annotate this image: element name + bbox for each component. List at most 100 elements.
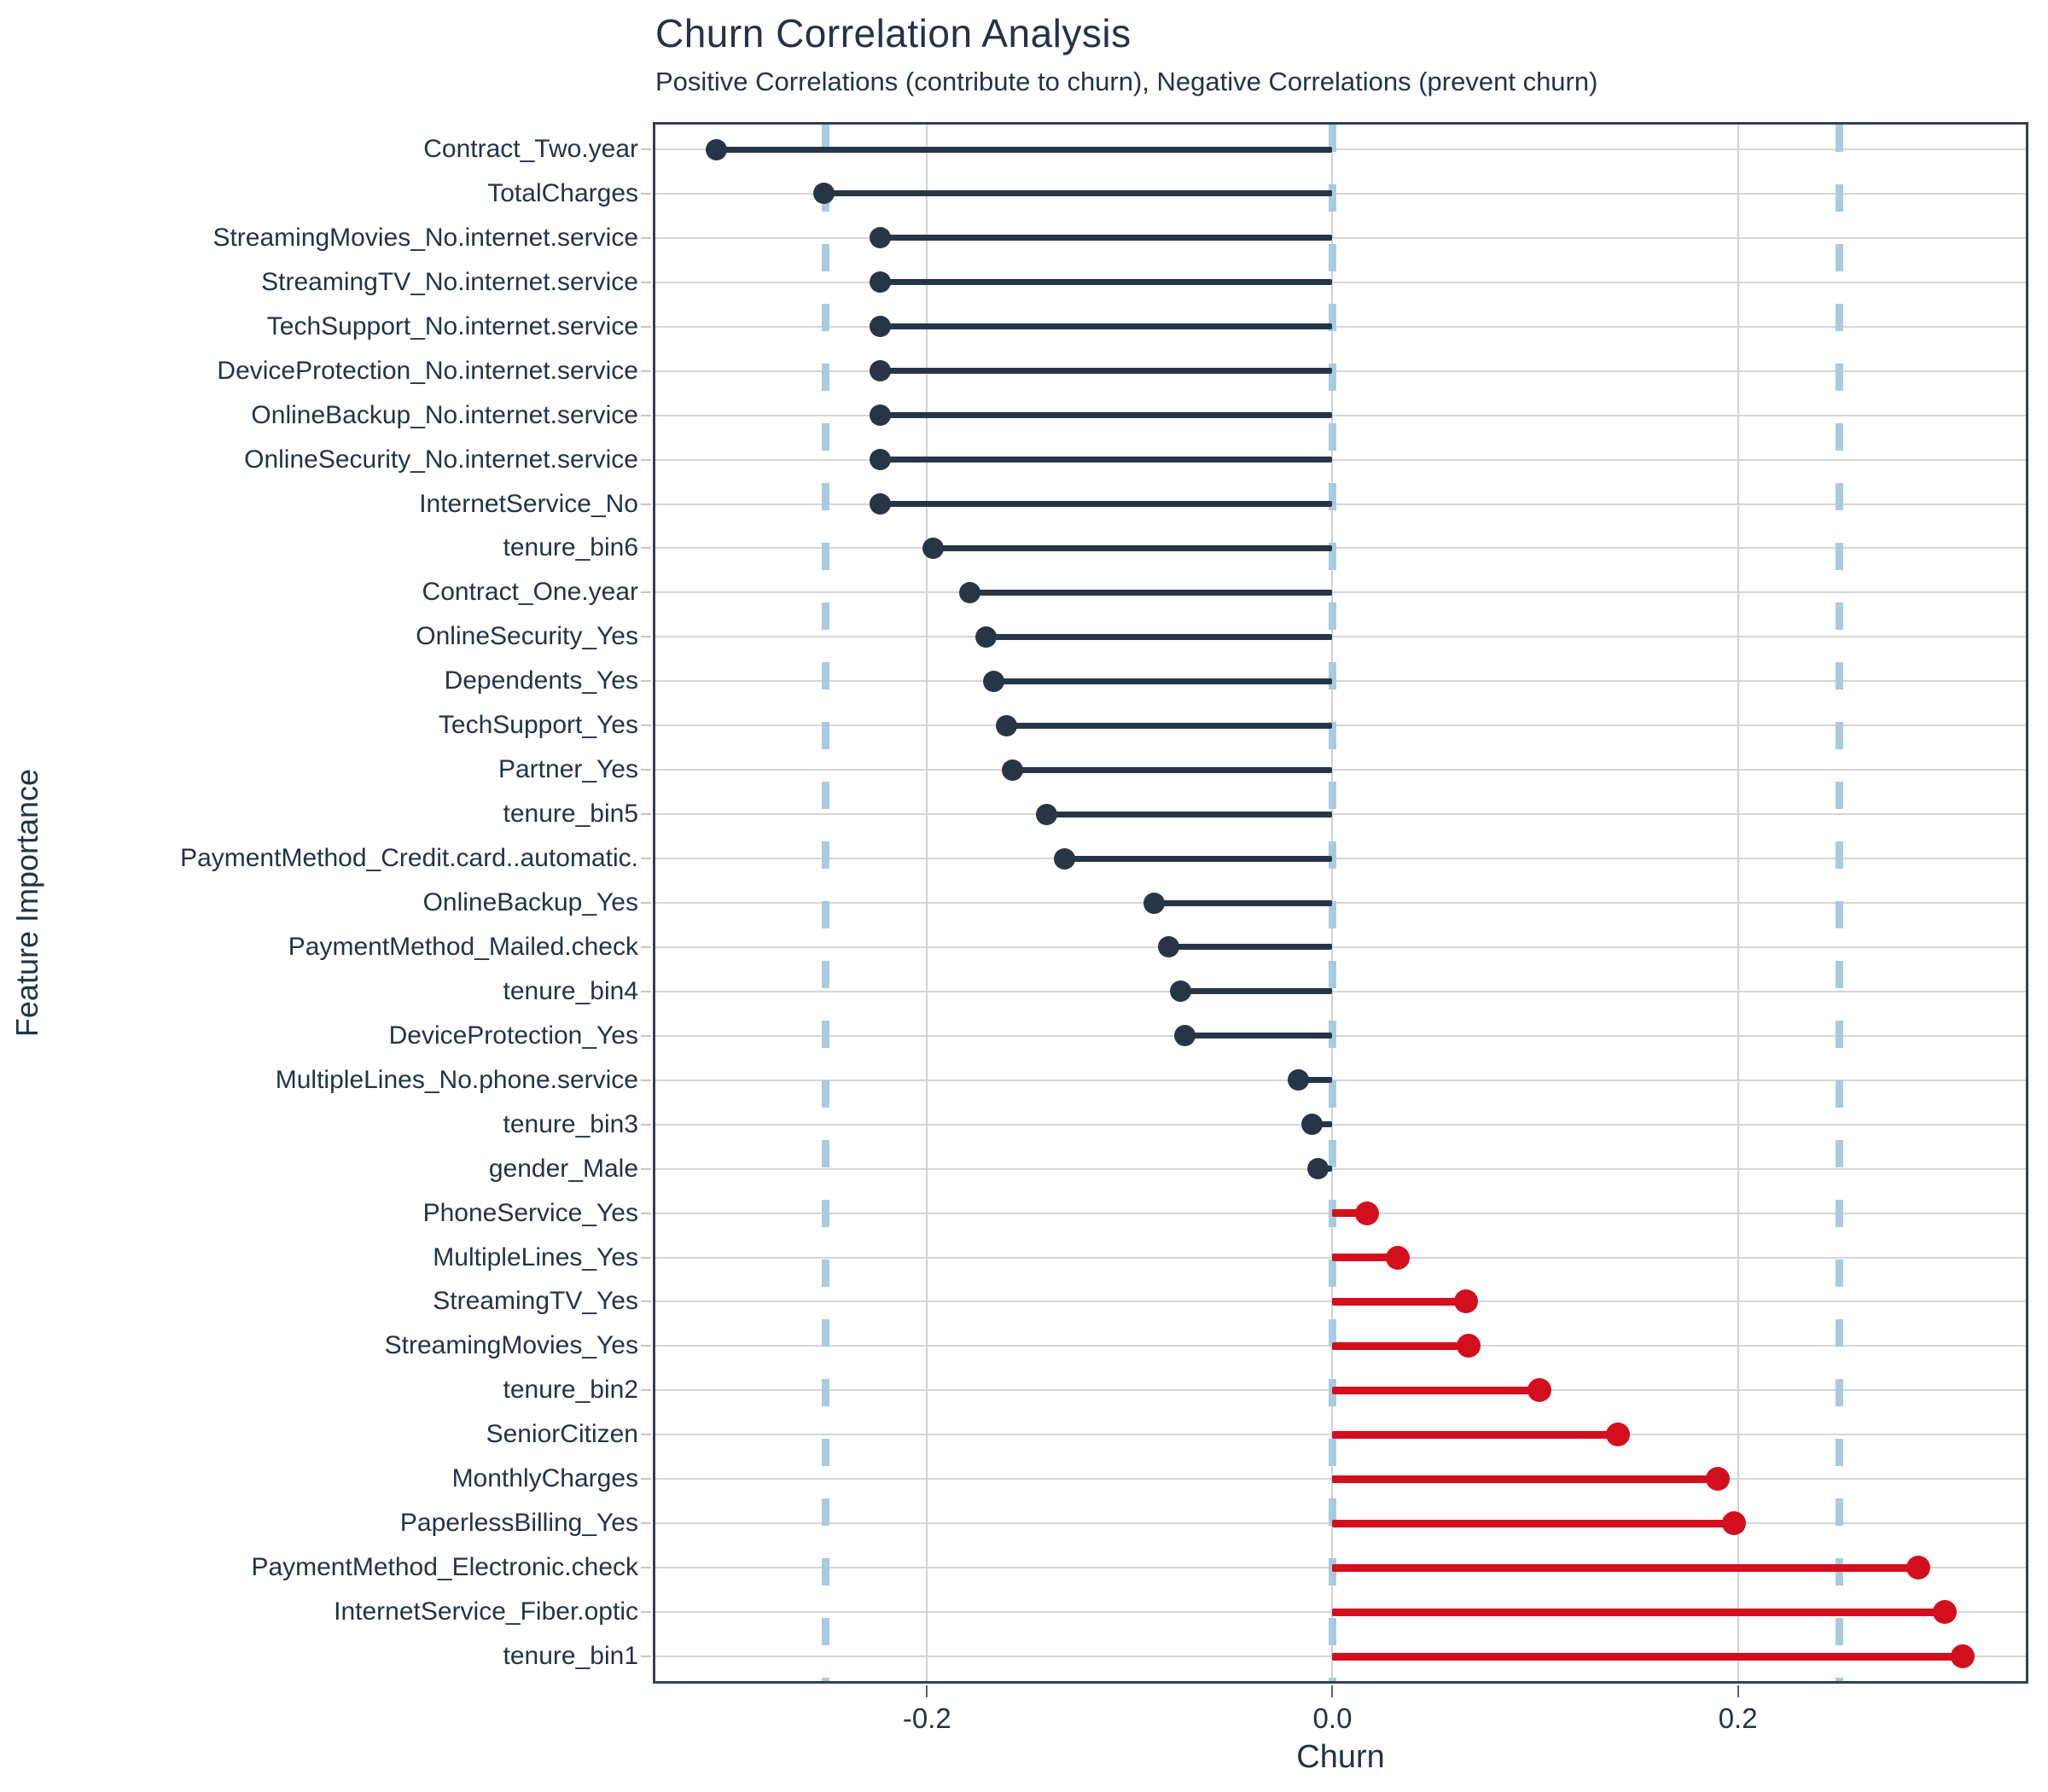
gridline-horizontal [655,192,2026,195]
y-tick-mark [641,945,651,948]
feature-label: PaymentMethod_Electronic.check [251,1553,638,1582]
lollipop-dot [975,625,997,648]
lollipop-dot [870,271,892,294]
lollipop-dot [1527,1378,1551,1403]
lollipop-dot [995,714,1017,736]
lollipop-dot [1932,1600,1957,1625]
y-tick-mark [641,414,651,416]
lollipop-stem [880,323,1333,330]
x-axis: -0.2 0.0 0.2 [653,1684,2028,1743]
gridline-horizontal [655,369,2026,372]
gridline-horizontal [655,1034,2026,1037]
gridline-horizontal [655,236,2026,239]
feature-label: tenure_bin6 [503,533,638,562]
lollipop-dot [1454,1289,1479,1314]
gridline-horizontal [655,945,2026,948]
feature-label: tenure_bin3 [503,1109,638,1138]
lollipop-dot [812,183,835,205]
lollipop-dot [870,493,892,515]
lollipop-dot [922,537,944,559]
gridline-horizontal [655,990,2026,992]
gridline-vertical [1737,125,1739,1681]
feature-label: OnlineSecurity_No.internet.service [244,445,638,474]
gridline-horizontal [655,281,2026,283]
feature-label: StreamingTV_No.internet.service [261,267,638,296]
lollipop-dot [705,138,727,160]
lollipop-stem [1332,1430,1619,1439]
y-tick-mark [641,858,651,860]
feature-label: Dependents_Yes [444,666,638,695]
feature-label: StreamingTV_Yes [433,1287,638,1316]
y-tick-mark [641,503,651,505]
y-tick-mark [641,680,651,683]
gridline-horizontal [655,325,2026,328]
lollipop-stem [1298,1077,1333,1084]
lollipop-stem [880,279,1333,286]
y-axis-labels: Contract_Two.year TotalCharges StreamingMo… [0,122,638,1684]
lollipop-stem [1006,722,1333,729]
feature-label: InternetService_Fiber.optic [334,1597,638,1626]
x-tick-label: -0.2 [902,1702,951,1734]
feature-label: PaymentMethod_Credit.card..automatic. [180,844,638,873]
lollipop-stem [1332,1254,1398,1262]
gridline-horizontal [655,503,2026,505]
y-tick-mark [641,547,651,550]
y-tick-mark [641,902,651,904]
lollipop-dot [1054,847,1076,870]
feature-label: PhoneService_Yes [422,1198,638,1227]
gridline-horizontal [655,858,2026,860]
feature-label: Contract_One.year [422,578,638,607]
y-tick-mark [641,148,651,150]
lollipop-dot [1951,1644,1975,1668]
lollipop-stem [1332,1341,1469,1350]
lollipop-dot [870,404,892,427]
x-tick-mark [926,1685,928,1697]
y-tick-mark [641,369,651,372]
lollipop-stem [1332,1475,1718,1483]
feature-label: MultipleLines_Yes [433,1242,638,1271]
y-tick-mark [641,769,651,771]
lollipop-dot [1906,1556,1931,1580]
lollipop-dot [1307,1158,1329,1180]
lollipop-dot [958,581,980,603]
lollipop-dot [1721,1511,1746,1536]
lollipop-stem [1064,855,1333,862]
lollipop-dot [1169,980,1191,1003]
lollipop-dot [870,449,892,471]
feature-label: TechSupport_No.internet.service [266,311,638,340]
lollipop-dot [1287,1069,1309,1091]
gridline-horizontal [655,414,2026,416]
gridline-vertical [926,125,928,1681]
gridline-horizontal [655,1167,2026,1170]
y-tick-mark [641,990,651,992]
lollipop-stem [1154,899,1333,906]
lollipop-stem [880,457,1333,463]
feature-label: TotalCharges [487,178,638,207]
feature-label: OnlineBackup_Yes [422,888,638,916]
threshold-dashed-line [1835,125,1843,1681]
gridline-horizontal [655,148,2026,150]
y-tick-mark [641,1079,651,1081]
lollipop-stem [1332,1297,1467,1306]
y-tick-mark [641,813,651,816]
lollipop-dot [1001,759,1023,781]
feature-label: StreamingMovies_Yes [384,1331,638,1360]
x-tick-mark [1331,1685,1334,1697]
lollipop-stem [880,368,1333,375]
feature-label: DeviceProtection_Yes [388,1021,638,1050]
feature-label: SeniorCitizen [486,1420,638,1449]
feature-label: gender_Male [488,1154,638,1183]
feature-label: StreamingMovies_No.internet.service [212,223,638,252]
gridline-horizontal [655,724,2026,727]
lollipop-stem [1332,1563,1919,1572]
lollipop-dot [1173,1025,1196,1047]
feature-label: OnlineSecurity_Yes [416,622,638,651]
y-tick-mark [641,1256,651,1259]
feature-label: MultipleLines_No.phone.service [275,1065,638,1094]
feature-label: PaperlessBilling_Yes [399,1509,638,1538]
lollipop-stem [823,190,1333,197]
lollipop-stem [1184,1033,1333,1039]
lollipop-stem [880,235,1333,241]
threshold-dashed-line [822,125,830,1681]
